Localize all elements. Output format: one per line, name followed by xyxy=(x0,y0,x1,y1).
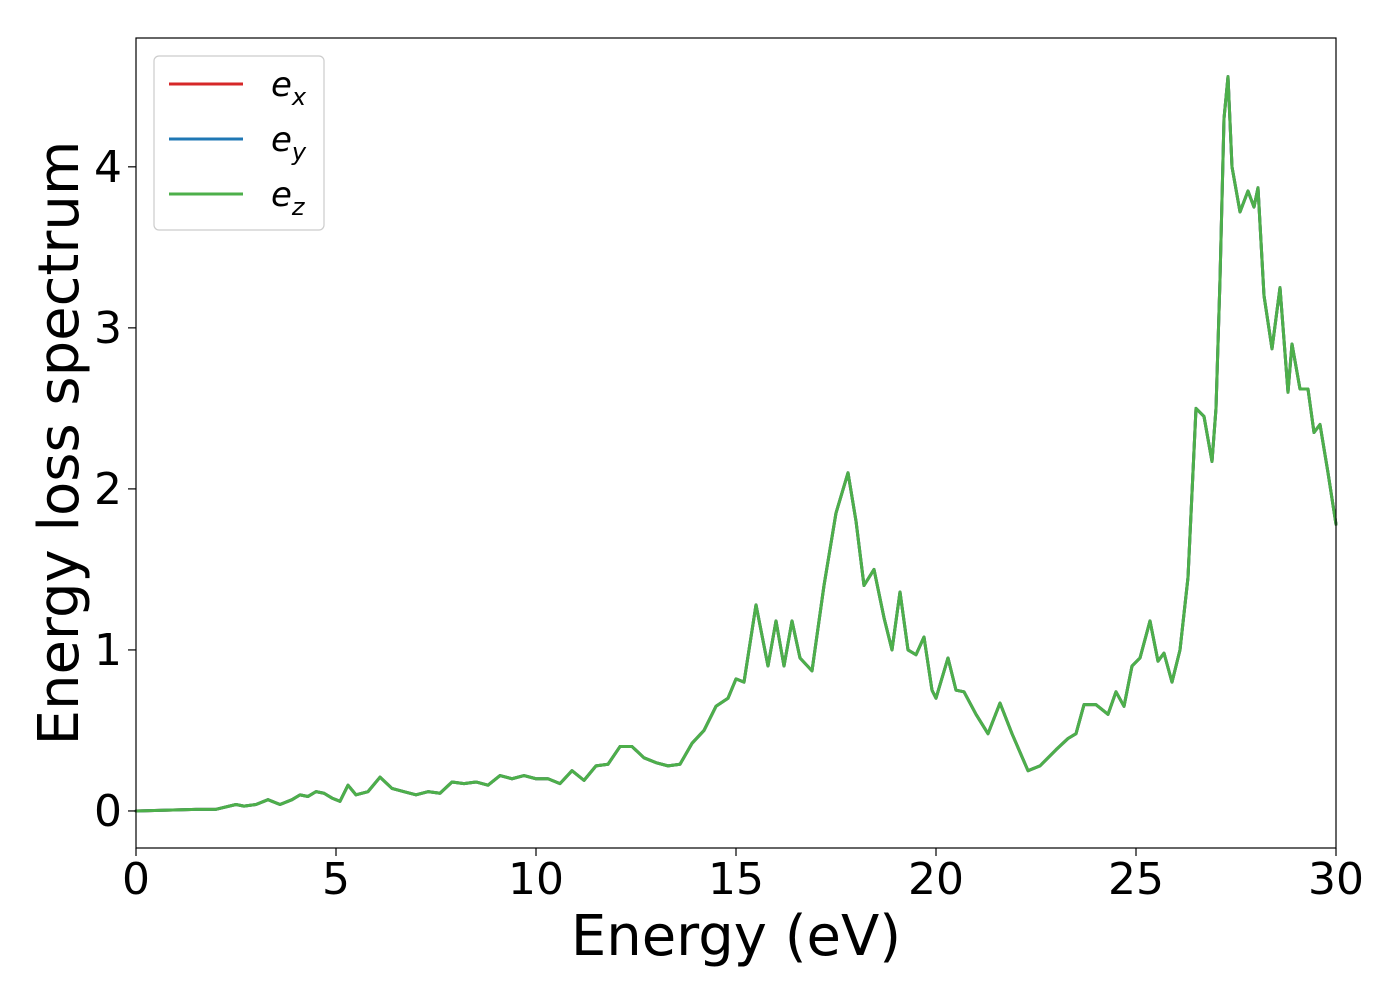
legend-frame xyxy=(153,55,325,231)
x-tick-label: 30 xyxy=(1308,854,1364,905)
x-tick-label: 10 xyxy=(508,854,564,905)
legend-label-ex: ex xyxy=(271,65,307,111)
x-tick-label: 5 xyxy=(322,854,350,905)
series-line-ez xyxy=(134,75,1338,813)
x-tick-label: 20 xyxy=(908,854,964,905)
y-tick-label: 1 xyxy=(94,625,122,676)
y-axis: 0 1 2 3 4 xyxy=(94,142,136,837)
y-tick-label: 0 xyxy=(94,786,122,837)
y-tick-label: 4 xyxy=(94,142,122,193)
x-tick-label: 25 xyxy=(1108,854,1164,905)
y-tick-label: 2 xyxy=(94,464,122,515)
y-tick-label: 3 xyxy=(94,303,122,354)
x-tick-label: 15 xyxy=(708,854,764,905)
x-tick-label: 0 xyxy=(122,854,150,905)
x-axis-title: Energy (eV) xyxy=(571,904,901,969)
series-layer xyxy=(134,75,1338,813)
legend-label-ey: ey xyxy=(271,120,307,166)
y-axis-title: Energy loss spectrum xyxy=(27,141,92,746)
x-axis: 0 5 10 15 20 25 30 xyxy=(122,848,1364,905)
